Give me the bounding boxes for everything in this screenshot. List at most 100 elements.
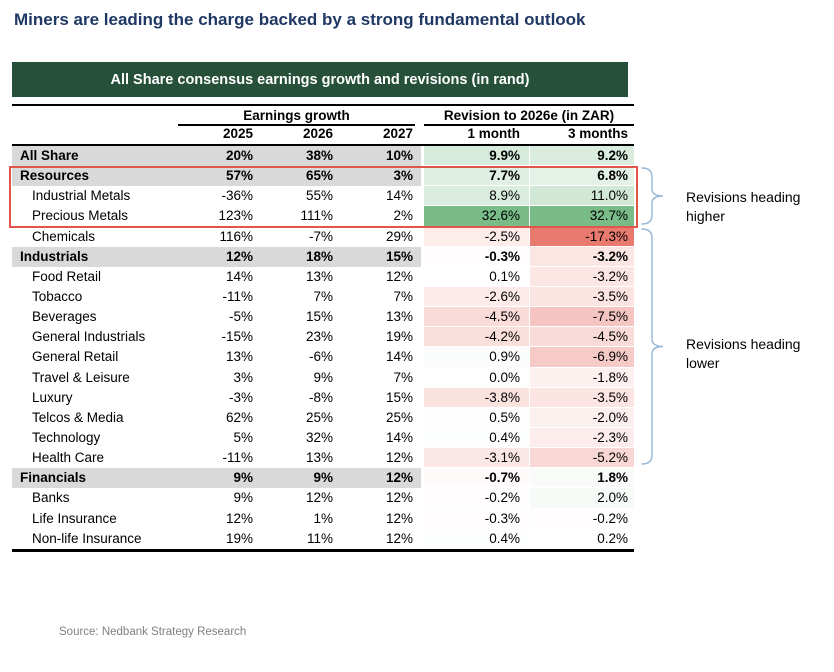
row-label: Technology: [32, 429, 101, 445]
row-label: Non-life Insurance: [32, 530, 142, 546]
revision-3m-cell: -2.0%: [530, 407, 634, 428]
revision-1m-cell: -0.3%: [424, 246, 529, 267]
revision-1m-cell: 0.0%: [424, 367, 529, 388]
row-label: Health Care: [32, 450, 105, 466]
growth-2026-cell: 9%: [313, 470, 333, 486]
growth-2027-cell: 3%: [393, 168, 413, 184]
group-header-earnings-growth: Earnings growth: [178, 107, 415, 126]
growth-2025-cell: 14%: [225, 268, 253, 284]
growth-2026-cell: 23%: [305, 329, 333, 345]
row-label: Luxury: [32, 389, 73, 405]
growth-2027-cell: 14%: [385, 188, 413, 204]
row-label: Food Retail: [32, 268, 102, 284]
growth-2026-cell: -8%: [308, 389, 333, 405]
row-left-zone: Resources 57% 65% 3%: [12, 166, 421, 187]
growth-2025-cell: 12%: [225, 248, 253, 264]
revision-3m-cell: 9.2%: [530, 146, 634, 167]
growth-2025-cell: 62%: [225, 409, 253, 425]
table-title: All Share consensus earnings growth and …: [110, 71, 530, 88]
row-left-zone: Luxury -3% -8% 15%: [12, 388, 421, 408]
group-header-revision: Revision to 2026e (in ZAR): [424, 107, 634, 126]
revision-3m-cell: 32.7%: [530, 206, 634, 227]
revision-1m-cell: -3.8%: [424, 387, 529, 408]
revision-3m-cell: -1.8%: [530, 367, 634, 388]
revision-1m-cell: 7.7%: [424, 166, 529, 187]
growth-2026-cell: 55%: [305, 188, 333, 204]
revision-3m-cell: 2.0%: [530, 488, 634, 509]
row-label: Telcos & Media: [32, 409, 124, 425]
growth-2026-cell: 13%: [305, 450, 333, 466]
growth-2027-cell: 7%: [393, 288, 413, 304]
growth-2025-cell: 57%: [225, 168, 253, 184]
growth-2025-cell: 9%: [233, 490, 253, 506]
growth-2027-cell: 10%: [385, 148, 413, 163]
table-row: Resources 57% 65% 3% 7.7% 6.8%: [12, 166, 634, 187]
growth-2027-cell: 14%: [385, 349, 413, 365]
revision-1m-cell: -3.1%: [424, 448, 529, 469]
row-left-zone: Non-life Insurance 19% 11% 12%: [12, 529, 421, 549]
revision-1m-cell: -2.5%: [424, 226, 529, 247]
row-label: Chemicals: [32, 228, 96, 244]
table-row: Tobacco -11% 7% 7% -2.6% -3.5%: [12, 286, 634, 308]
table-bottom-border: [12, 548, 634, 552]
revision-1m-cell: 0.4%: [424, 528, 529, 549]
row-label: Resources: [20, 168, 90, 184]
growth-2026-cell: 9%: [313, 369, 333, 385]
revision-1m-cell: 8.9%: [424, 186, 529, 207]
row-label: Financials: [20, 470, 87, 486]
growth-2026-cell: 12%: [305, 490, 333, 506]
revision-1m-cell: 32.6%: [424, 206, 529, 227]
revision-3m-cell: -2.3%: [530, 427, 634, 449]
brace-lower-icon: [641, 228, 664, 465]
revision-1m-cell: 0.5%: [424, 407, 529, 428]
revision-3m-cell: -3.2%: [530, 246, 634, 267]
growth-2026-cell: -6%: [308, 349, 333, 365]
row-left-zone: Precious Metals 123% 111% 2%: [12, 206, 421, 226]
growth-2027-cell: 12%: [385, 268, 413, 284]
table-row: Banks 9% 12% 12% -0.2% 2.0%: [12, 488, 634, 509]
row-label: Industrials: [20, 248, 89, 264]
revision-1m-cell: -2.6%: [424, 286, 529, 308]
row-label: All Share: [20, 148, 79, 163]
revision-1m-cell: -0.7%: [424, 468, 529, 489]
row-left-zone: General Industrials -15% 23% 19%: [12, 327, 421, 347]
table-row: Industrial Metals -36% 55% 14% 8.9% 11.0…: [12, 186, 634, 207]
revision-3m-cell: -5.2%: [530, 448, 634, 469]
growth-2025-cell: -11%: [222, 450, 253, 466]
revision-3m-cell: 1.8%: [530, 468, 634, 489]
growth-2025-cell: -36%: [221, 188, 253, 204]
revision-3m-cell: 0.2%: [530, 528, 634, 549]
table-row: Travel & Leisure 3% 9% 7% 0.0% -1.8%: [12, 367, 634, 388]
growth-2027-cell: 19%: [385, 329, 413, 345]
col-header-2026: 2026: [302, 126, 333, 141]
growth-2025-cell: 12%: [225, 510, 253, 526]
table-header: Earnings growth Revision to 2026e (in ZA…: [12, 106, 634, 144]
growth-2026-cell: 18%: [305, 248, 333, 264]
row-left-zone: Beverages -5% 15% 13%: [12, 307, 421, 327]
growth-2025-cell: 13%: [225, 349, 253, 365]
row-left-zone: Tobacco -11% 7% 7%: [12, 287, 421, 307]
revision-1m-cell: 0.4%: [424, 427, 529, 449]
row-left-zone: Industrial Metals -36% 55% 14%: [12, 186, 421, 206]
growth-2027-cell: 7%: [393, 369, 413, 385]
growth-2027-cell: 2%: [393, 208, 413, 224]
growth-2027-cell: 12%: [385, 510, 413, 526]
row-label: Precious Metals: [32, 208, 129, 224]
growth-2027-cell: 12%: [385, 450, 413, 466]
row-left-zone: Food Retail 14% 13% 12%: [12, 267, 421, 287]
source-note: Source: Nedbank Strategy Research: [59, 626, 247, 638]
row-left-zone: Telcos & Media 62% 25% 25%: [12, 408, 421, 428]
earnings-table: Earnings growth Revision to 2026e (in ZA…: [12, 104, 634, 552]
growth-2027-cell: 12%: [385, 530, 413, 546]
table-row: Non-life Insurance 19% 11% 12% 0.4% 0.2%: [12, 528, 634, 549]
growth-2026-cell: -7%: [308, 228, 333, 244]
growth-2026-cell: 111%: [300, 208, 333, 224]
row-label: Beverages: [32, 309, 97, 325]
row-left-zone: Health Care -11% 13% 12%: [12, 448, 421, 468]
revision-3m-cell: -3.5%: [530, 387, 634, 408]
revision-3m-cell: -4.5%: [530, 327, 634, 348]
revision-3m-cell: -3.2%: [530, 266, 634, 287]
row-label: Banks: [32, 490, 70, 506]
table-row: Precious Metals 123% 111% 2% 32.6% 32.7%: [12, 206, 634, 227]
revision-3m-cell: 11.0%: [530, 186, 634, 207]
